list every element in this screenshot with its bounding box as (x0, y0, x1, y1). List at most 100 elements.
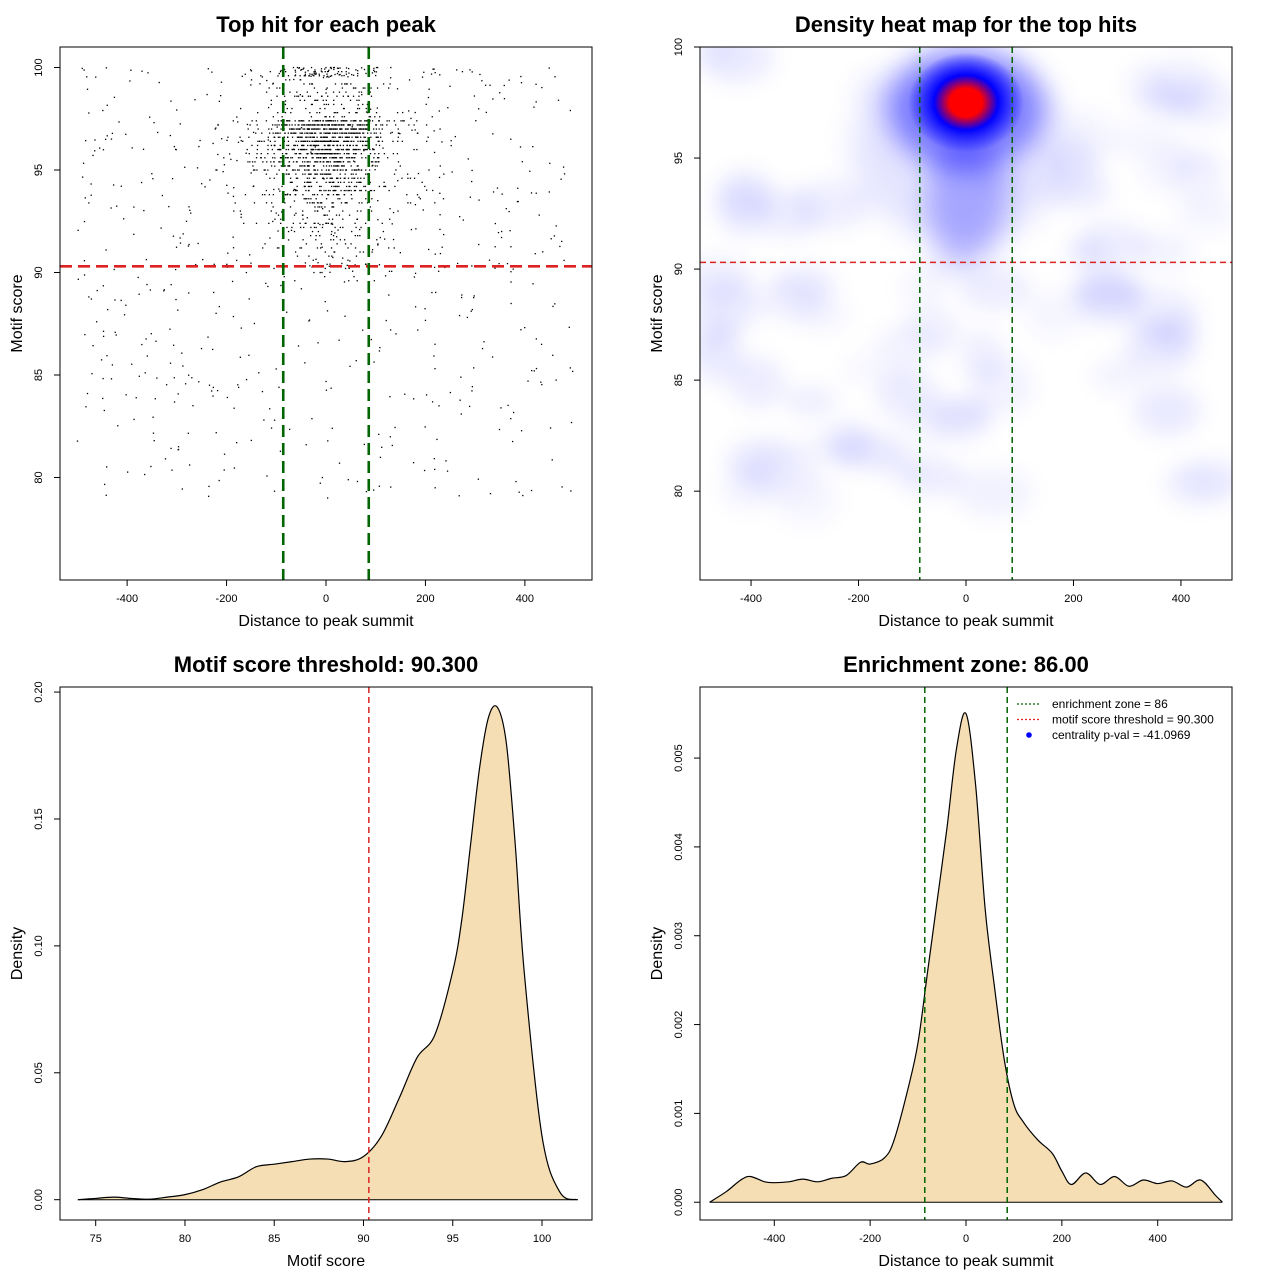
scatter-point (352, 120, 354, 122)
scatter-point (321, 153, 323, 155)
scatter-point (327, 161, 330, 163)
scatter-point (191, 377, 193, 379)
scatter-point (324, 251, 326, 253)
scatter-point (377, 243, 379, 245)
scatter-point (131, 363, 133, 365)
scatter-point (332, 144, 334, 147)
scatter-point (356, 107, 359, 110)
scatter-point (355, 132, 357, 134)
scatter-point (284, 165, 286, 167)
scatter-point (301, 132, 304, 134)
scatter-point (381, 222, 383, 224)
scatter-point (106, 355, 108, 357)
scatter-point (335, 165, 338, 167)
scatter-point (359, 251, 361, 253)
scatter-point (301, 144, 304, 147)
y-tick-label: 100 (33, 58, 45, 76)
scatter-point (293, 78, 295, 81)
scatter-point (334, 165, 337, 167)
scatter-point (227, 192, 229, 194)
scatter-point (327, 144, 329, 147)
scatter-point (316, 202, 319, 204)
scatter-point (324, 214, 326, 216)
scatter-point (373, 361, 375, 363)
scatter-point (219, 94, 222, 97)
scatter-point (306, 217, 308, 219)
scatter-point (348, 67, 350, 70)
scatter-point (319, 161, 321, 163)
scatter-point (249, 161, 251, 163)
density-fill (709, 712, 1223, 1203)
scatter-point (515, 480, 517, 483)
scatter-point (229, 153, 231, 155)
x-axis: -400 -200 0 200 400 (740, 579, 1190, 605)
scatter-point (416, 194, 419, 196)
scatter-point (309, 235, 312, 237)
scatter-point (336, 194, 339, 196)
scatter-point (309, 124, 311, 126)
scatter-point (296, 169, 299, 171)
scatter-point (331, 230, 333, 233)
scatter-point (365, 148, 367, 151)
scatter-point (223, 469, 225, 471)
scatter-point (314, 99, 316, 101)
scatter-point (232, 120, 234, 122)
scatter-point (255, 132, 257, 134)
scatter-point (308, 120, 310, 122)
scatter-point (410, 228, 413, 231)
scatter-point (356, 280, 358, 282)
scatter-point (510, 417, 512, 420)
scatter-point (83, 220, 86, 223)
scatter-point (306, 161, 308, 163)
scatter-point (308, 128, 310, 130)
scatter-point (287, 132, 289, 134)
scatter-point (83, 260, 86, 262)
scatter-point (378, 161, 380, 163)
scatter-point (347, 76, 349, 78)
scatter-point (356, 165, 358, 167)
scatter-point (325, 140, 327, 142)
scatter-point (105, 67, 108, 69)
scatter-point (340, 169, 342, 171)
scatter-point (335, 140, 337, 142)
scatter-point (337, 229, 339, 231)
scatter-point (325, 161, 328, 163)
scatter-point (355, 120, 357, 122)
scatter-point (304, 222, 306, 224)
scatter-point (202, 258, 204, 261)
scatter-point (106, 466, 108, 468)
scatter-point (312, 120, 314, 122)
scatter-point (336, 165, 339, 167)
scatter-point (169, 134, 171, 137)
scatter-point (365, 189, 367, 192)
scatter-point (383, 153, 386, 155)
scatter-point (261, 132, 263, 134)
scatter-point (432, 68, 434, 70)
scatter-point (325, 116, 327, 118)
scatter-point (231, 280, 234, 283)
scatter-point (294, 251, 297, 253)
scatter-point (516, 200, 519, 203)
scatter-point (232, 236, 234, 238)
scatter-point (334, 153, 336, 155)
scatter-point (293, 132, 295, 134)
scatter-point (454, 135, 456, 138)
scatter-point (315, 226, 317, 229)
y-tick-label: 80 (33, 471, 45, 483)
x-axis-label: Distance to peak summit (878, 1253, 1054, 1270)
scatter-point (300, 165, 302, 167)
scatter-point (317, 128, 320, 130)
scatter-point (281, 153, 284, 155)
scatter-point (324, 148, 326, 151)
scatter-point (471, 390, 473, 392)
scatter-point (378, 485, 381, 487)
scatter-point (317, 206, 319, 208)
scatter-point (439, 74, 441, 76)
scatter-point (249, 124, 251, 126)
scatter-point (329, 128, 331, 130)
scatter-point (294, 124, 296, 126)
scatter-point (342, 257, 344, 259)
scatter-point (164, 458, 167, 460)
y-tick-label: 0.05 (33, 1062, 45, 1083)
